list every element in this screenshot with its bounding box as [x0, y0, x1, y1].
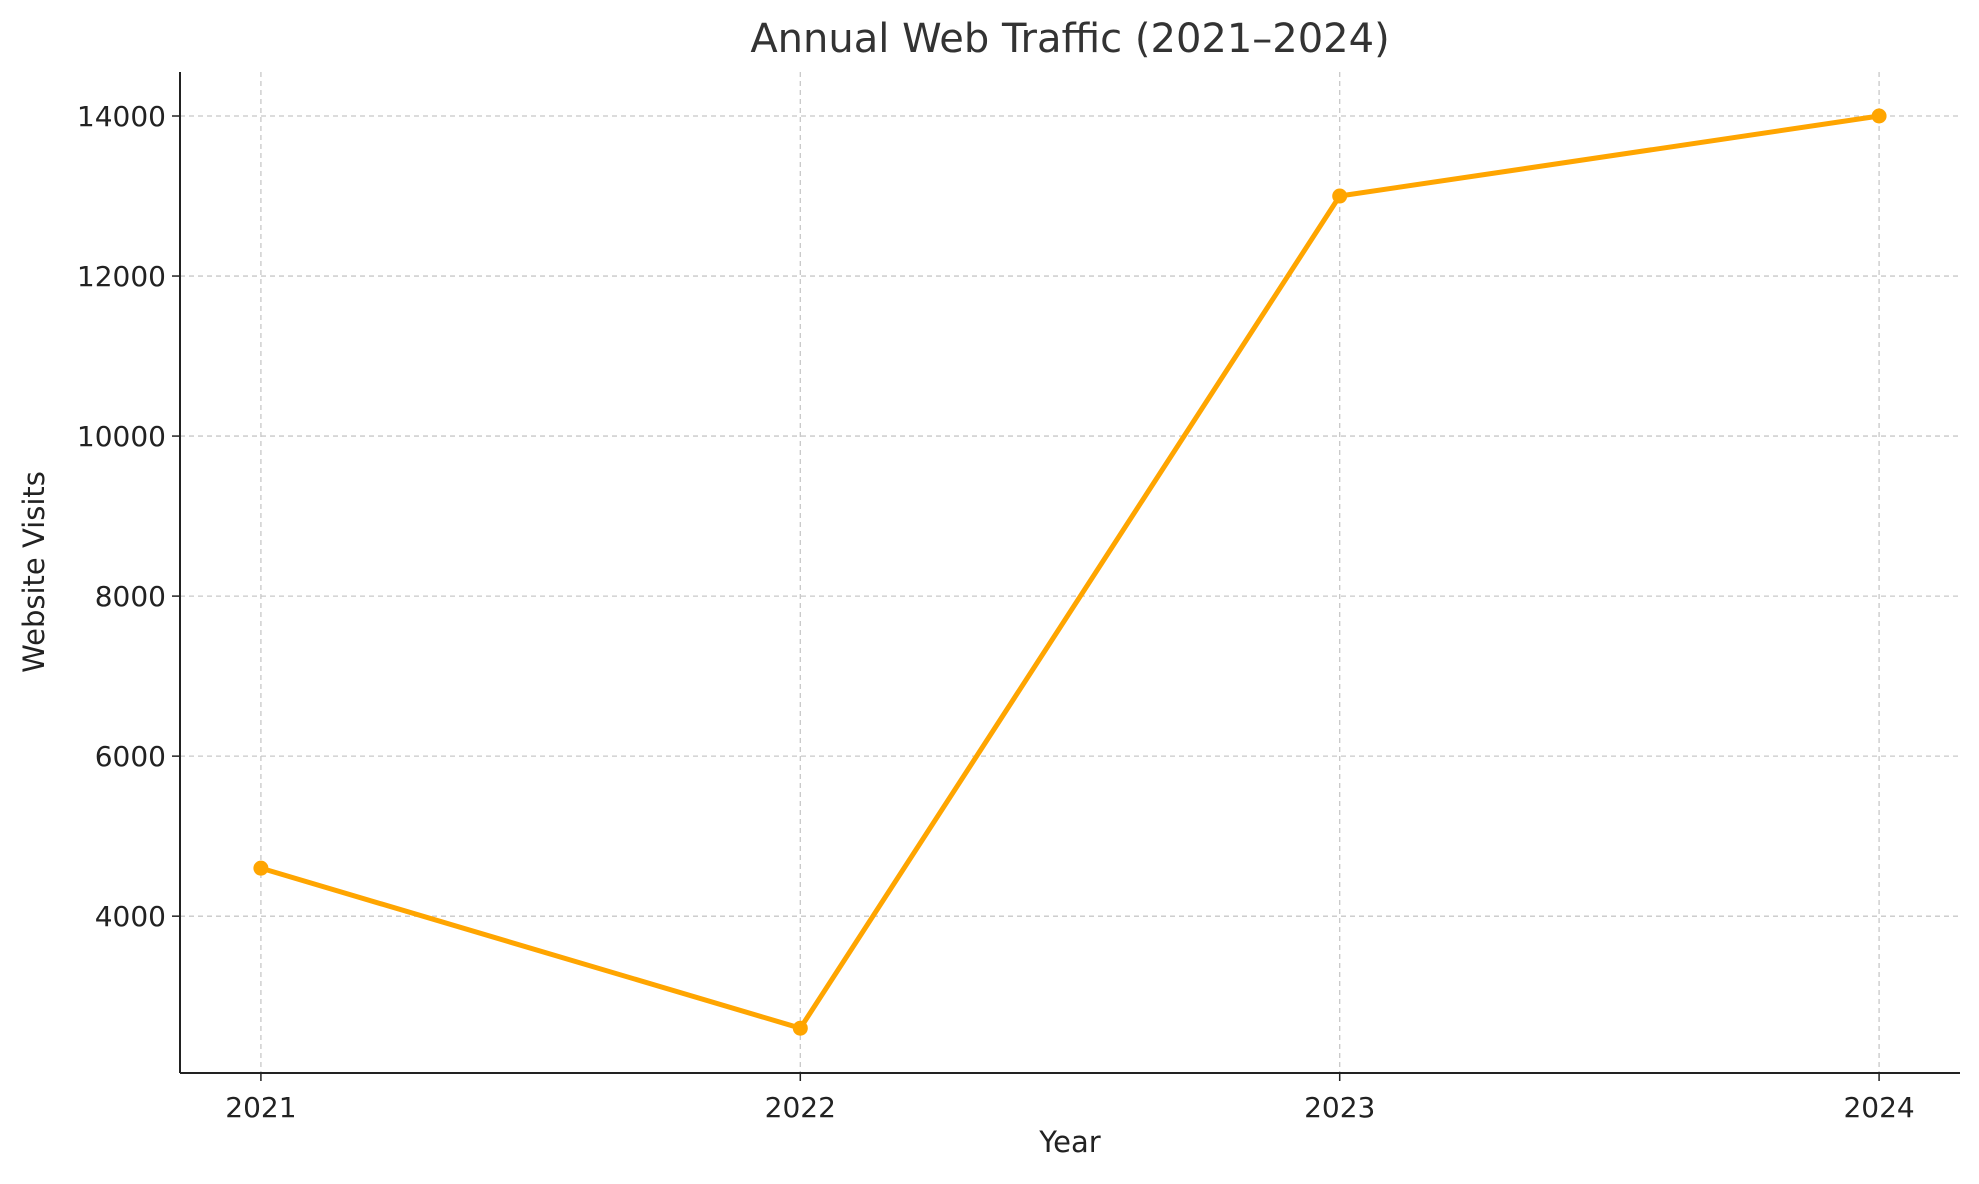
data-point: [792, 1020, 808, 1036]
series-website-visits: [253, 108, 1887, 1036]
series-line: [260, 113, 1880, 1031]
x-tick-label: 2023: [1304, 1091, 1375, 1124]
x-tick-label: 2021: [225, 1091, 296, 1124]
x-tick-label: 2022: [765, 1091, 836, 1124]
y-tick-label: 8000: [95, 580, 166, 613]
y-tick-label: 14000: [77, 100, 166, 133]
x-tick-label: 2024: [1843, 1091, 1914, 1124]
data-point: [1332, 188, 1348, 204]
y-tick-label: 6000: [95, 740, 166, 773]
y-axis-ticks: 4000 6000 8000 10000 12000 14000: [77, 100, 180, 933]
chart-title: Annual Web Traffic (2021–2024): [750, 16, 1389, 62]
y-tick-label: 12000: [77, 260, 166, 293]
x-axis-ticks: 2021 2022 2023 2024: [225, 1073, 1915, 1124]
grid: [180, 72, 1960, 1073]
data-point: [253, 860, 269, 876]
y-axis-label: Website Visits: [17, 471, 51, 673]
y-tick-label: 4000: [95, 900, 166, 933]
y-tick-label: 10000: [77, 420, 166, 453]
x-axis-label: Year: [1038, 1125, 1100, 1159]
data-point: [1871, 108, 1887, 124]
